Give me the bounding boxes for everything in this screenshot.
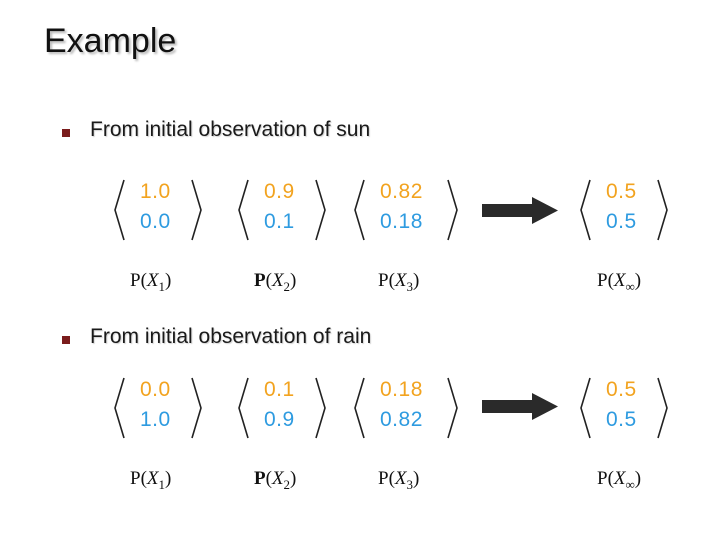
vector-p-x3: 0.82 0.18 (352, 178, 464, 242)
angle-brackets-icon (580, 377, 668, 439)
vector-p-xinf: 0.5 0.5 (578, 178, 678, 242)
square-bullet-icon (62, 336, 70, 344)
angle-brackets-icon (238, 179, 326, 241)
prob-label-xinf: P(X∞) (597, 468, 642, 492)
sun-probability: 1.0 (140, 180, 171, 203)
rain-probability: 0.5 (606, 408, 637, 431)
rain-probability: 0.1 (264, 210, 295, 233)
right-arrow-icon (482, 393, 558, 420)
right-arrow-icon (482, 197, 558, 224)
slide-title: Example (44, 22, 177, 60)
sun-probability: 0.9 (264, 180, 295, 203)
prob-label-x3: P(X3) (378, 468, 420, 492)
angle-brackets-icon (580, 179, 668, 241)
angle-brackets-icon (114, 377, 202, 439)
vector-p-x1: 1.0 0.0 (112, 178, 212, 242)
rain-probability: 1.0 (140, 408, 171, 431)
bullet-text: From initial observation of sun (90, 118, 371, 141)
sun-probability: 0.5 (606, 180, 637, 203)
prob-label-x1: P(X1) (130, 270, 172, 294)
vector-p-x3: 0.18 0.82 (352, 376, 464, 440)
angle-brackets-icon (354, 377, 458, 439)
vector-p-x1: 0.0 1.0 (112, 376, 212, 440)
sun-probability: 0.18 (380, 378, 423, 401)
rain-probability: 0.5 (606, 210, 637, 233)
prob-label-xinf: P(X∞) (597, 270, 642, 294)
prob-label-x2: P(X2) (254, 468, 297, 492)
prob-label-x1: P(X1) (130, 468, 172, 492)
rain-probability: 0.0 (140, 210, 171, 233)
vector-p-xinf: 0.5 0.5 (578, 376, 678, 440)
prob-label-x3: P(X3) (378, 270, 420, 294)
sun-probability: 0.1 (264, 378, 295, 401)
prob-label-x2: P(X2) (254, 270, 297, 294)
angle-brackets-icon (354, 179, 458, 241)
sun-probability: 0.0 (140, 378, 171, 401)
sun-probability: 0.5 (606, 378, 637, 401)
rain-probability: 0.82 (380, 408, 423, 431)
angle-brackets-icon (238, 377, 326, 439)
square-bullet-icon (62, 129, 70, 137)
vector-p-x2: 0.1 0.9 (236, 376, 336, 440)
vector-p-x2: 0.9 0.1 (236, 178, 336, 242)
bullet-text: From initial observation of rain (90, 325, 372, 348)
angle-brackets-icon (114, 179, 202, 241)
rain-probability: 0.9 (264, 408, 295, 431)
sun-probability: 0.82 (380, 180, 423, 203)
rain-probability: 0.18 (380, 210, 423, 233)
